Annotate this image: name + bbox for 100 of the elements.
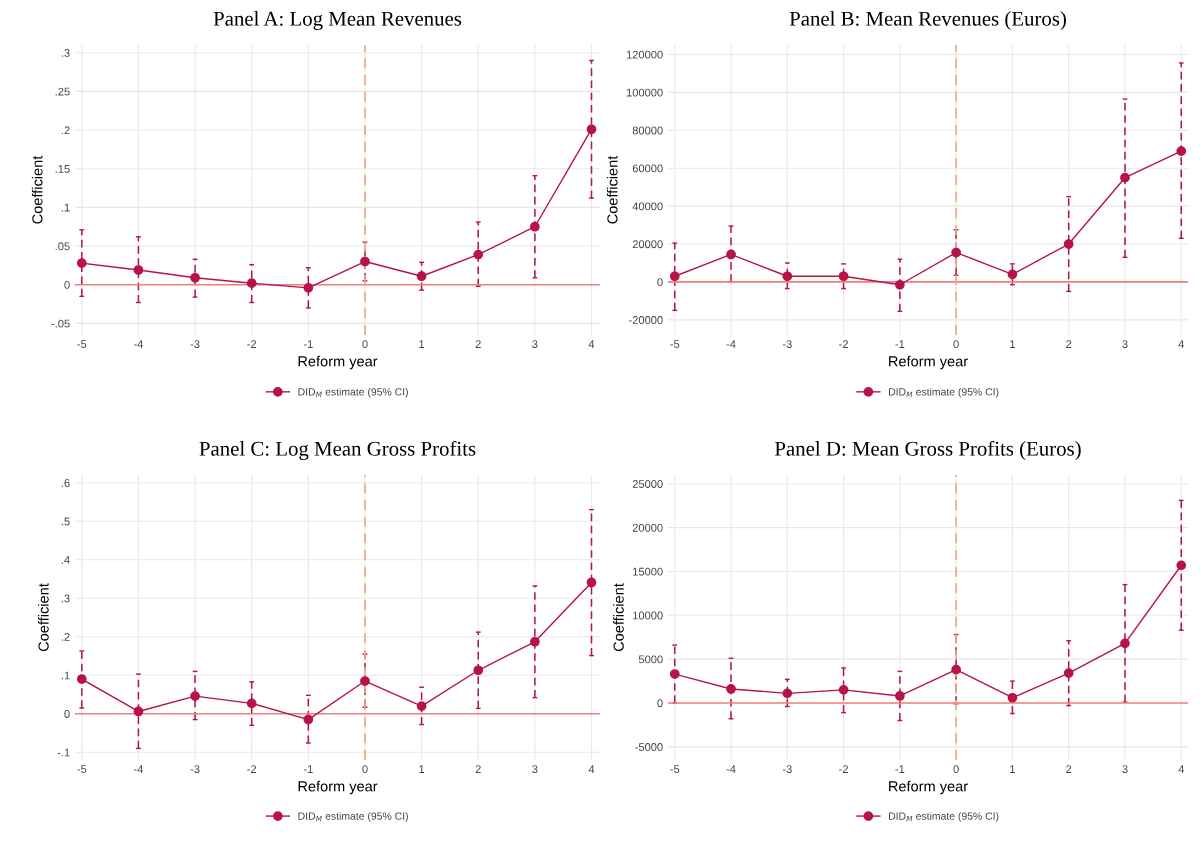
y-tick-label: 5000 (638, 655, 663, 664)
y-axis-title: Coefficient (31, 155, 43, 224)
x-axis-title: Reform year (889, 355, 968, 370)
y-tick-label: .2 (61, 126, 70, 135)
y-tick-label: 120000 (626, 50, 663, 59)
x-tick-label: 2 (475, 340, 481, 348)
point (303, 282, 314, 293)
x-tick-label: -4 (133, 340, 144, 348)
x-tick-label: 4 (588, 765, 595, 773)
x-tick-label: -5 (670, 765, 680, 774)
x-tick-label: 3 (532, 340, 538, 349)
y-tick-label: 10000 (633, 611, 663, 620)
point (360, 256, 370, 267)
point (726, 249, 736, 260)
point (1063, 668, 1074, 679)
y-tick-label: 80000 (632, 126, 663, 135)
y-tick-label: 100000 (626, 88, 663, 97)
x-tick-label: 0 (953, 765, 959, 774)
x-tick-label: 3 (1122, 765, 1128, 774)
point (726, 684, 736, 694)
y-tick-label: 20000 (632, 240, 663, 249)
point (1176, 560, 1187, 571)
x-tick-label: 4 (1178, 340, 1185, 348)
chart-title: Panel C: Log Mean Gross Profits (199, 440, 476, 461)
point (894, 279, 905, 290)
point (1007, 692, 1018, 703)
x-tick-label: 0 (953, 340, 959, 349)
point (1120, 172, 1130, 183)
y-tick-label: .2 (61, 633, 70, 641)
point (951, 664, 962, 675)
point (133, 265, 144, 275)
x-tick-label: -2 (247, 340, 257, 348)
point (530, 221, 540, 232)
y-tick-label: .3 (61, 49, 70, 57)
x-tick-label: -1 (303, 765, 313, 773)
y-tick-label: .6 (61, 478, 70, 487)
point (360, 676, 370, 686)
point (669, 669, 680, 679)
y-tick-label: .05 (55, 242, 70, 251)
chart-title: Panel B: Mean Revenues (Euros) (789, 11, 1066, 30)
y-tick-label: 25000 (632, 480, 663, 488)
point (669, 271, 680, 282)
x-tick-label: -3 (782, 765, 792, 774)
x-tick-label: -3 (190, 765, 200, 774)
y-tick-label: 0 (64, 710, 70, 718)
point (782, 271, 793, 282)
y-tick-label: .4 (61, 556, 70, 564)
y-tick-label: 60000 (632, 164, 663, 173)
point (416, 701, 427, 711)
x-tick-label: -4 (726, 765, 736, 773)
point (586, 577, 597, 588)
x-tick-label: 0 (362, 765, 368, 774)
point (76, 674, 87, 684)
point (782, 688, 793, 699)
legend-label: DID$_{M}$ estimate (95% CI) (298, 812, 408, 822)
x-tick-label: 4 (588, 340, 595, 348)
x-tick-label: -1 (303, 340, 313, 348)
x-axis-title: Reform year (889, 780, 968, 795)
x-tick-label: -3 (782, 340, 792, 349)
point (838, 271, 849, 282)
y-tick-label: .5 (61, 517, 70, 526)
point (246, 278, 257, 289)
point (303, 714, 314, 725)
x-tick-label: 1 (419, 340, 425, 348)
y-tick-label: 40000 (632, 202, 663, 211)
x-tick-label: -5 (77, 340, 87, 349)
legend-label: DID$_{M}$ estimate (95% CI) (889, 812, 999, 822)
y-tick-label: -.1 (57, 748, 70, 757)
point (894, 691, 905, 701)
y-tick-label: 0 (64, 281, 70, 289)
x-tick-label: -4 (726, 340, 736, 348)
point (473, 665, 484, 676)
point (190, 691, 200, 701)
y-tick-label: .1 (61, 671, 70, 680)
x-tick-label: 2 (1066, 765, 1072, 773)
y-axis-title: Coefficient (38, 583, 49, 652)
point (416, 271, 427, 282)
y-tick-label: 15000 (633, 567, 663, 576)
x-tick-label: 0 (362, 340, 368, 349)
x-tick-label: 3 (532, 765, 538, 774)
point (190, 272, 200, 283)
point (1176, 146, 1187, 157)
x-tick-label: -5 (670, 340, 680, 349)
point (1063, 239, 1074, 249)
x-tick-label: 4 (1178, 765, 1185, 773)
y-tick-label: .15 (55, 165, 70, 173)
point (1120, 638, 1130, 649)
point (1007, 269, 1018, 280)
x-tick-label: -2 (839, 340, 848, 348)
point (76, 258, 87, 268)
x-tick-label: 1 (1010, 765, 1015, 773)
y-tick-label: -20000 (629, 316, 663, 324)
legend-label: DID$_{M}$ estimate (95% CI) (889, 387, 999, 398)
y-tick-label: .25 (55, 87, 70, 96)
point (530, 636, 540, 647)
y-axis-title: Coefficient (606, 155, 618, 224)
point (473, 249, 484, 260)
point (838, 684, 849, 695)
x-tick-label: -1 (895, 340, 905, 348)
point (951, 247, 962, 258)
